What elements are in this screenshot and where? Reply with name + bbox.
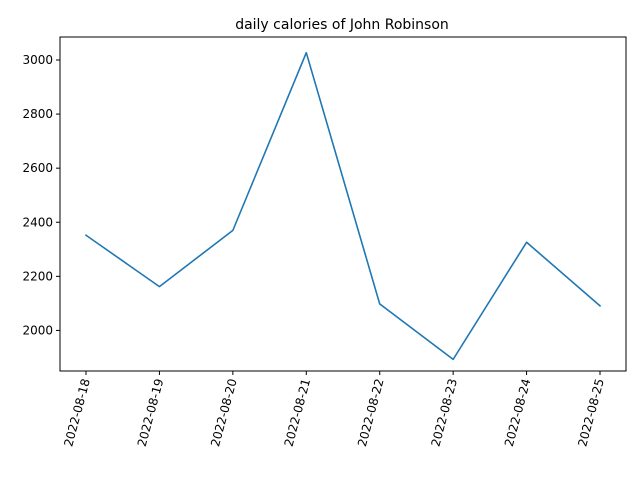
y-tick-label: 3000 [22, 53, 53, 67]
x-tick-label: 2022-08-18 [61, 377, 93, 448]
y-tick-label: 2000 [22, 323, 53, 337]
x-tick-label: 2022-08-22 [355, 377, 387, 448]
x-tick-label: 2022-08-25 [575, 377, 607, 448]
plot-frame [60, 37, 626, 371]
y-axis: 2000 2200 2400 2600 2800 3000 [22, 53, 60, 337]
y-tick-label: 2800 [22, 107, 53, 121]
x-tick-label: 2022-08-20 [208, 377, 240, 448]
x-tick-label: 2022-08-24 [502, 377, 534, 448]
x-tick-label: 2022-08-21 [282, 377, 314, 448]
series-layer [86, 53, 600, 360]
y-tick-label: 2200 [22, 269, 53, 283]
x-tick-label: 2022-08-23 [428, 377, 460, 448]
x-axis: 2022-08-18 2022-08-19 2022-08-20 2022-08-21… [61, 371, 607, 448]
chart-title: daily calories of John Robinson [235, 17, 449, 33]
series-line [86, 53, 600, 360]
y-tick-label: 2400 [22, 215, 53, 229]
x-tick-label: 2022-08-19 [135, 377, 167, 448]
y-tick-label: 2600 [22, 161, 53, 175]
